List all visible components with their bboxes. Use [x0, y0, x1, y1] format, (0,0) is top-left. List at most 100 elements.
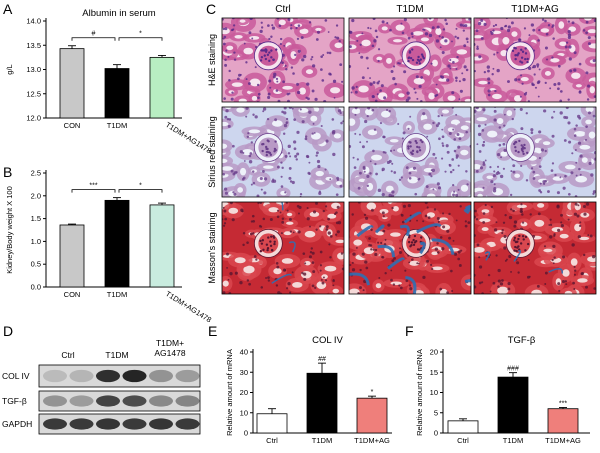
histology-column-header: Ctrl — [275, 4, 291, 15]
chart-a-ylabel: g/L — [5, 64, 14, 74]
chart-e-xtick-label: T1DM — [312, 436, 332, 445]
wb-lane-label: T1DM+ — [156, 338, 184, 348]
chart-b-ylabel: Kidney/Body weight X 100 — [5, 186, 14, 274]
chart-e-xtick-label: Ctrl — [266, 436, 278, 445]
chart-f-xtick-label: Ctrl — [457, 436, 469, 445]
chart-a-title: Albumin in serum — [82, 8, 155, 19]
wb-band — [149, 418, 173, 430]
chart-f-bar — [497, 376, 529, 434]
chart-a-ytick-label: 12.5 — [26, 89, 41, 98]
chart-a-bar — [59, 48, 85, 119]
wb-band — [43, 395, 67, 407]
chart-b-bar — [59, 224, 85, 288]
chart-b-sig-label: * — [139, 183, 142, 190]
histology-image-he — [221, 17, 345, 103]
chart-b-sig-bracket — [71, 189, 116, 193]
chart-b-bar — [149, 204, 175, 288]
chart-e-xtick-label: T1DM+AG — [354, 436, 390, 445]
chart-a-ytick-label: 12.0 — [26, 114, 41, 123]
chart-albumin-serum: Albumin in serum 12.0 12.5 13.0 13.5 14.0 g/L C… — [5, 8, 213, 155]
chart-e-ytick-label: 20 — [240, 388, 248, 397]
wb-band — [175, 418, 200, 430]
histology-column-header: T1DM+AG — [511, 4, 559, 15]
chart-a-sig-bracket — [118, 37, 163, 41]
wb-band — [122, 369, 147, 383]
panel-letter-a: A — [3, 1, 13, 17]
chart-b-ytick-label: 0.0 — [31, 283, 41, 292]
histology-image-he — [473, 17, 597, 103]
chart-a-xtick-label: T1DM+AG1478 — [164, 120, 213, 155]
chart-a-sig-label: * — [139, 31, 142, 38]
wb-band — [175, 395, 200, 407]
wb-band-label: COL IV — [2, 371, 30, 381]
histology-image-sirius — [473, 106, 597, 198]
chart-a-bar — [149, 56, 175, 119]
histology-image-he — [348, 17, 472, 103]
chart-e-ylabel: Relative amount of mRNA — [225, 349, 234, 436]
chart-f-xtick-label: T1DM+AG — [545, 436, 581, 445]
wb-band — [43, 369, 67, 383]
chart-e-ytick-label: 10 — [240, 408, 248, 417]
chart-f-ytick-label: 0 — [434, 429, 438, 438]
wb-lane-label: T1DM — [105, 350, 128, 360]
histology-row-label: Masson's staining — [207, 212, 217, 283]
chart-b-ytick-label: 1.0 — [31, 237, 41, 246]
chart-tgf-beta-mrna: TGF-β 0 5 10 15 20 Relative amount of mRNA Ctrl… — [415, 335, 590, 445]
wb-band — [175, 369, 200, 383]
chart-e-bar — [256, 413, 288, 434]
histology-image-masson — [348, 201, 472, 295]
chart-f-ytick-label: 15 — [430, 368, 438, 377]
wb-band-label: TGF-β — [2, 396, 27, 406]
panel-letter-c: C — [206, 1, 216, 17]
histology-image-masson — [221, 201, 345, 295]
chart-a-xtick-label: T1DM — [107, 121, 127, 130]
chart-e-ytick-label: 40 — [240, 348, 248, 357]
wb-band — [122, 418, 147, 430]
panel-letter-b: B — [3, 164, 12, 180]
chart-f-ylabel: Relative amount of mRNA — [415, 349, 424, 436]
histology-image-sirius — [221, 106, 345, 198]
wb-band — [122, 395, 147, 407]
chart-b-ytick-label: 1.5 — [31, 214, 41, 223]
histology-image-sirius — [348, 106, 472, 198]
chart-f-title: TGF-β — [508, 335, 536, 346]
chart-a-ytick-label: 13.5 — [26, 41, 41, 50]
wb-band — [43, 418, 67, 430]
chart-a-xtick-label: CON — [64, 121, 81, 130]
chart-col-iv-mrna: COL IV 0 10 20 30 40 Relative amount of mRNA Ct… — [225, 335, 392, 445]
wb-band — [96, 395, 120, 407]
chart-a-ytick-label: 13.0 — [26, 65, 41, 74]
wb-lane-label: AG1478 — [154, 348, 185, 358]
chart-b-xtick-label: CON — [64, 290, 81, 299]
chart-e-ytick-label: 0 — [244, 429, 248, 438]
wb-band-label: GAPDH — [2, 419, 32, 429]
chart-f-bar — [547, 408, 579, 434]
histology-image-masson — [473, 201, 597, 295]
chart-e-bar — [356, 397, 388, 434]
chart-b-ytick-label: 0.5 — [31, 260, 41, 269]
wb-band — [69, 369, 94, 383]
chart-f-ytick-label: 20 — [430, 348, 438, 357]
chart-b-sig-label: *** — [89, 183, 97, 190]
western-blot: Ctrl T1DM T1DM+AG1478 COL IV TGF-β GAPDH — [2, 338, 201, 435]
chart-a-bar — [104, 68, 130, 119]
panel-letter-d: D — [3, 323, 13, 339]
chart-e-bar — [306, 372, 338, 434]
chart-f-sig-label: *** — [559, 400, 567, 407]
histology-row-label: Sirius red staining — [207, 116, 217, 188]
chart-e-title: COL IV — [312, 335, 343, 346]
chart-kidney-body-weight: 0.0 0.5 1.0 1.5 2.0 2.5 Kidney/Body weight X 1… — [5, 169, 213, 325]
chart-b-sig-bracket — [118, 189, 163, 193]
chart-b-ytick-label: 2.0 — [31, 191, 41, 200]
panel-letter-f: F — [405, 323, 414, 339]
chart-b-bar — [104, 199, 130, 288]
histology-column-header: T1DM — [396, 4, 423, 15]
chart-f-sig-label: ### — [507, 366, 519, 373]
wb-band — [96, 369, 120, 383]
wb-band — [96, 418, 120, 430]
wb-band — [149, 369, 173, 383]
chart-e-sig-label: * — [371, 389, 374, 396]
wb-band — [69, 418, 94, 430]
chart-f-ytick-label: 5 — [434, 408, 438, 417]
